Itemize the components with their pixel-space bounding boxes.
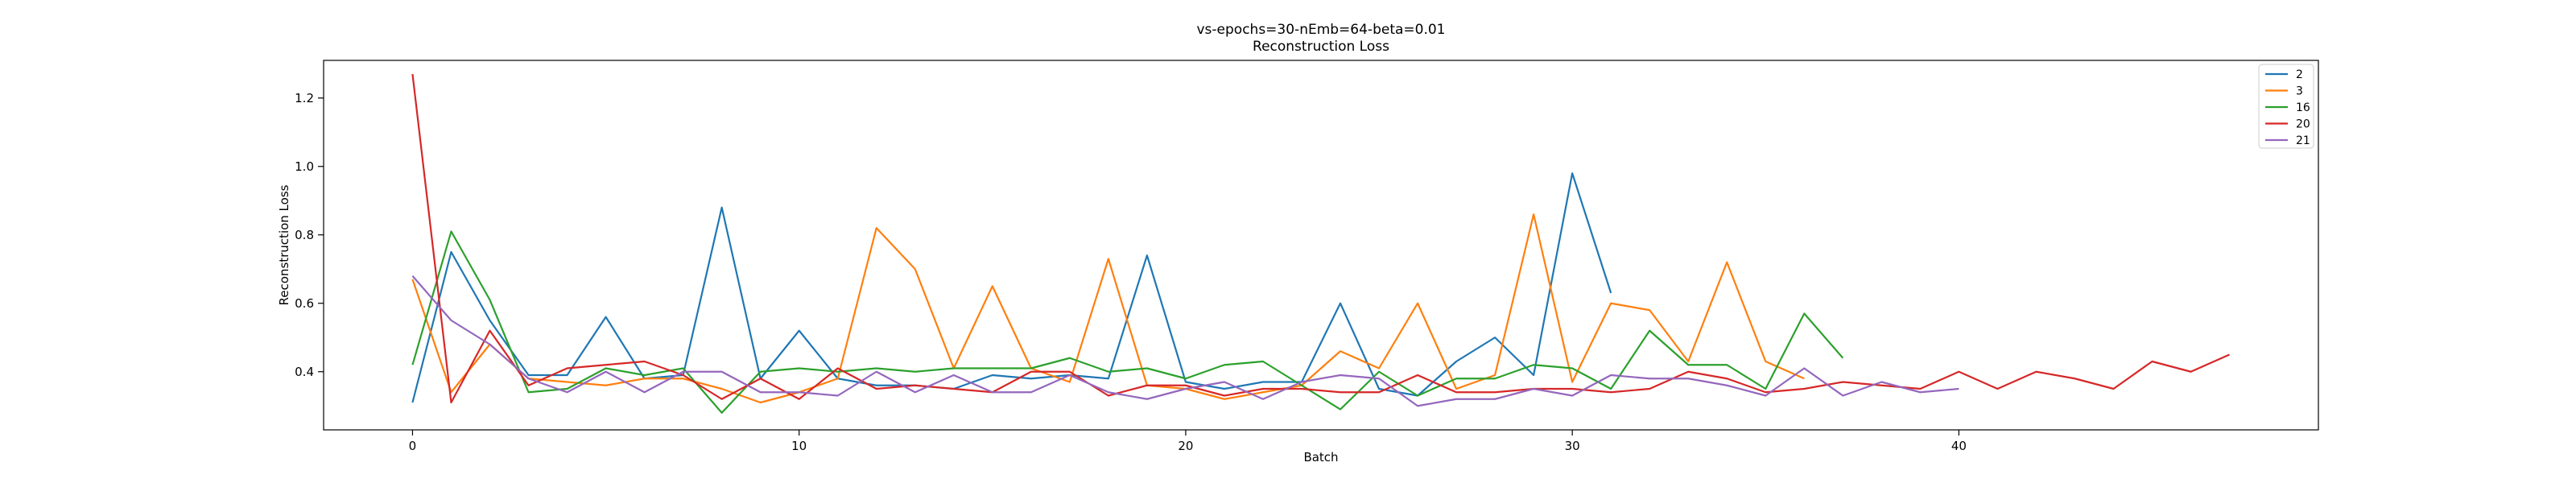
series-lines bbox=[411, 73, 2230, 414]
chart-title: vs-epochs=30-nEmb=64-beta=0.01 bbox=[1197, 22, 1446, 38]
legend: 2 3 16 20 21 bbox=[2258, 64, 2314, 149]
legend-label-3: 3 bbox=[2296, 85, 2303, 98]
x-tick-label: 0 bbox=[409, 439, 417, 453]
chart-subtitle: Reconstruction Loss bbox=[1253, 39, 1389, 55]
x-tick-label: 30 bbox=[1565, 439, 1580, 453]
y-tick-label: 1.0 bbox=[295, 159, 314, 174]
legend-label-16: 16 bbox=[2296, 101, 2310, 114]
series-line-16 bbox=[411, 230, 1844, 414]
legend-label-20: 20 bbox=[2296, 118, 2310, 131]
series-line-3 bbox=[411, 213, 1805, 404]
x-tick-label: 40 bbox=[1951, 439, 1967, 453]
y-tick-label: 1.2 bbox=[295, 91, 314, 105]
series-line-21 bbox=[411, 275, 1959, 407]
y-tick-label: 0.8 bbox=[295, 228, 314, 242]
x-axis-ticks: 0 10 20 30 40 bbox=[409, 430, 1967, 453]
legend-label-21: 21 bbox=[2296, 134, 2310, 147]
y-axis-label: Reconstruction Loss bbox=[277, 184, 291, 305]
series-line-2 bbox=[411, 172, 1612, 403]
x-tick-label: 10 bbox=[791, 439, 807, 453]
y-tick-label: 0.4 bbox=[295, 365, 314, 379]
x-tick-label: 20 bbox=[1178, 439, 1193, 453]
y-axis-ticks: 0.4 0.6 0.8 1.0 1.2 bbox=[295, 91, 324, 379]
series-line-20 bbox=[411, 73, 2230, 404]
x-axis-label: Batch bbox=[1303, 450, 1338, 464]
legend-label-2: 2 bbox=[2296, 68, 2303, 81]
plot-frame bbox=[323, 60, 2319, 431]
y-tick-label: 0.6 bbox=[295, 296, 314, 311]
